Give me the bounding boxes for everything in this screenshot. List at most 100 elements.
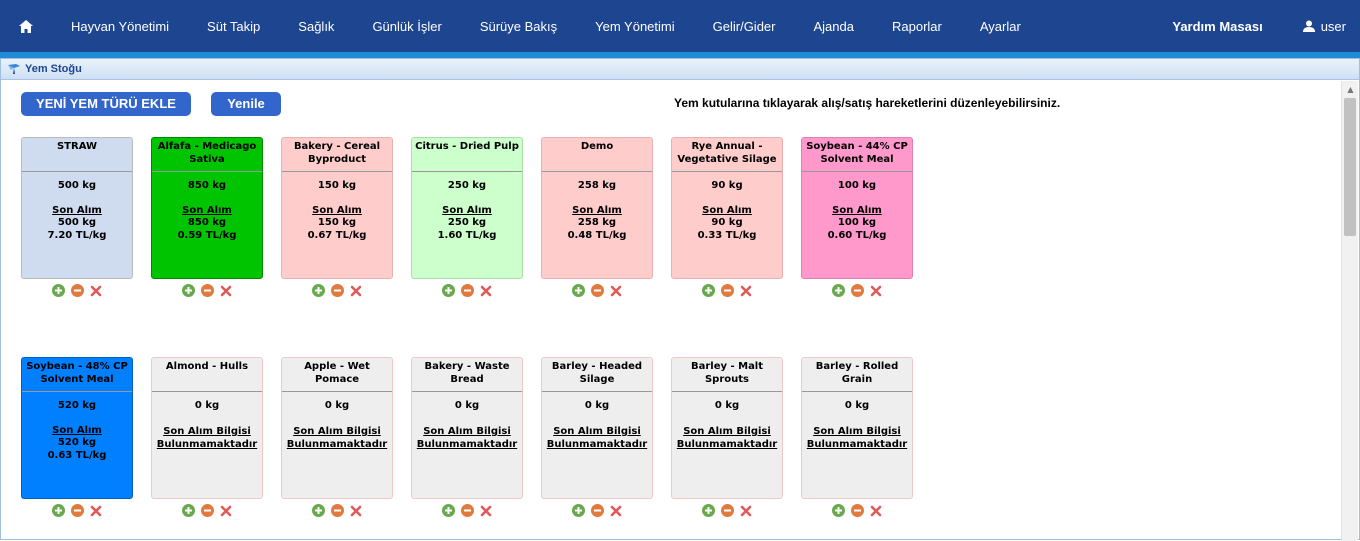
add-icon[interactable] [701,284,715,297]
nav-item-2[interactable]: Sağlık [298,18,335,34]
feed-card-wrap: Soybean - 48% CP Solvent Meal 520 kg Son A… [21,357,133,517]
feed-card[interactable]: Demo 258 kg Son Alım 258 kg 0.48 TL/kg [541,137,653,279]
accent-bar [0,52,1360,58]
add-icon[interactable] [311,504,325,517]
feed-card[interactable]: Soybean - 48% CP Solvent Meal 520 kg Son A… [21,357,133,499]
delete-icon[interactable] [90,284,103,297]
add-icon[interactable] [441,284,455,297]
delete-icon[interactable] [350,284,363,297]
home-icon[interactable] [0,0,52,52]
add-icon[interactable] [571,284,585,297]
card-actions [541,284,653,297]
feed-card-body: 258 kg Son Alım 258 kg 0.48 TL/kg [542,172,652,242]
subtract-icon[interactable] [850,504,864,517]
add-icon[interactable] [831,504,845,517]
delete-icon[interactable] [480,504,493,517]
delete-icon[interactable] [740,284,753,297]
last-purchase-quantity: 520 kg [57,437,97,448]
delete-icon[interactable] [740,504,753,517]
nav-item-8[interactable]: Raporlar [891,18,942,34]
add-icon[interactable] [831,284,845,297]
add-icon[interactable] [51,284,65,297]
feed-card[interactable]: Barley - Rolled Grain 0 kg Son Alım Bilgis… [801,357,913,499]
scroll-up-icon[interactable]: ▲ [1347,85,1354,94]
subtract-icon[interactable] [330,504,344,517]
feed-card[interactable]: Bakery - Waste Bread 0 kg Son Alım Bilgisi… [411,357,523,499]
card-actions [801,504,913,517]
nav-item-7[interactable]: Ajanda [813,18,854,34]
nav-item-1[interactable]: Süt Takip [207,18,261,34]
last-purchase-label: Son Alım [52,425,102,436]
feed-card-name: Soybean - 44% CP Solvent Meal [802,138,912,172]
last-purchase-quantity: 150 kg [317,217,357,228]
add-icon[interactable] [311,284,325,297]
feed-card[interactable]: Almond - Hulls 0 kg Son Alım Bilgisi Bulun… [151,357,263,499]
subtract-icon[interactable] [460,284,474,297]
feed-card-wrap: Demo 258 kg Son Alım 258 kg 0.48 TL/kg [541,137,653,297]
stock-quantity: 520 kg [57,400,97,411]
subtract-icon[interactable] [590,284,604,297]
feed-card-wrap: Rye Annual - Vegetative Silage 90 kg Son A… [671,137,783,297]
subtract-icon[interactable] [460,504,474,517]
last-purchase-price: 0.63 TL/kg [47,450,107,461]
card-actions [801,284,913,297]
nav-item-0[interactable]: Hayvan Yönetimi [71,18,170,34]
feed-card[interactable]: Barley - Headed Silage 0 kg Son Alım Bilgi… [541,357,653,499]
nav-right: Yardım Masası user [1172,0,1360,52]
feed-card[interactable]: Apple - Wet Pomace 0 kg Son Alım Bilgisi B… [281,357,393,499]
help-desk-link[interactable]: Yardım Masası [1172,18,1263,34]
stock-quantity: 850 kg [187,180,227,191]
add-icon[interactable] [181,504,195,517]
feed-card[interactable]: Barley - Malt Sprouts 0 kg Son Alım Bilgis… [671,357,783,499]
card-actions [671,284,783,297]
delete-icon[interactable] [480,284,493,297]
nav-item-4[interactable]: Sürüye Bakış [479,18,558,34]
delete-icon[interactable] [610,284,623,297]
delete-icon[interactable] [220,504,233,517]
feed-card[interactable]: Citrus - Dried Pulp 250 kg Son Alım 250 kg 1… [411,137,523,279]
last-purchase-quantity: 258 kg [577,217,617,228]
refresh-button[interactable]: Yenile [211,92,281,116]
last-purchase-price: 1.60 TL/kg [437,230,497,241]
delete-icon[interactable] [350,504,363,517]
vertical-scrollbar[interactable]: ▲ [1341,81,1358,541]
feed-card[interactable]: Soybean - 44% CP Solvent Meal 100 kg Son A… [801,137,913,279]
last-purchase-label: Son Alım [832,205,882,216]
delete-icon[interactable] [870,284,883,297]
delete-icon[interactable] [870,504,883,517]
nav-item-9[interactable]: Ayarlar [979,18,1021,34]
user-menu[interactable]: user [1302,19,1346,34]
add-icon[interactable] [51,504,65,517]
last-purchase-label: Son Alım [182,205,232,216]
delete-icon[interactable] [90,504,103,517]
subtract-icon[interactable] [200,284,214,297]
subtract-icon[interactable] [330,284,344,297]
stock-quantity: 250 kg [447,180,487,191]
feed-card-body: 0 kg Son Alım Bilgisi Bulunmamaktadır [672,392,782,451]
delete-icon[interactable] [220,284,233,297]
delete-icon[interactable] [610,504,623,517]
nav-item-5[interactable]: Yem Yönetimi [595,18,675,34]
subtract-icon[interactable] [720,504,734,517]
stock-quantity: 100 kg [837,180,877,191]
add-feed-type-button[interactable]: YENİ YEM TÜRÜ EKLE [21,92,191,116]
subtract-icon[interactable] [590,504,604,517]
add-icon[interactable] [701,504,715,517]
add-icon[interactable] [181,284,195,297]
subtract-icon[interactable] [200,504,214,517]
nav-item-3[interactable]: Günlük İşler [372,18,442,34]
nav-item-6[interactable]: Gelir/Gider [712,18,776,34]
feed-card-name: STRAW [22,138,132,172]
feed-card[interactable]: STRAW 500 kg Son Alım 500 kg 7.20 TL/kg [21,137,133,279]
add-icon[interactable] [441,504,455,517]
feed-card[interactable]: Alfafa - Medicago Sativa 850 kg Son Alım 85… [151,137,263,279]
subtract-icon[interactable] [70,284,84,297]
feed-card[interactable]: Rye Annual - Vegetative Silage 90 kg Son A… [671,137,783,279]
subtract-icon[interactable] [70,504,84,517]
subtract-icon[interactable] [850,284,864,297]
card-actions [21,284,133,297]
feed-card[interactable]: Bakery - Cereal Byproduct 150 kg Son Alım 1… [281,137,393,279]
add-icon[interactable] [571,504,585,517]
scroll-thumb[interactable] [1344,98,1356,236]
subtract-icon[interactable] [720,284,734,297]
